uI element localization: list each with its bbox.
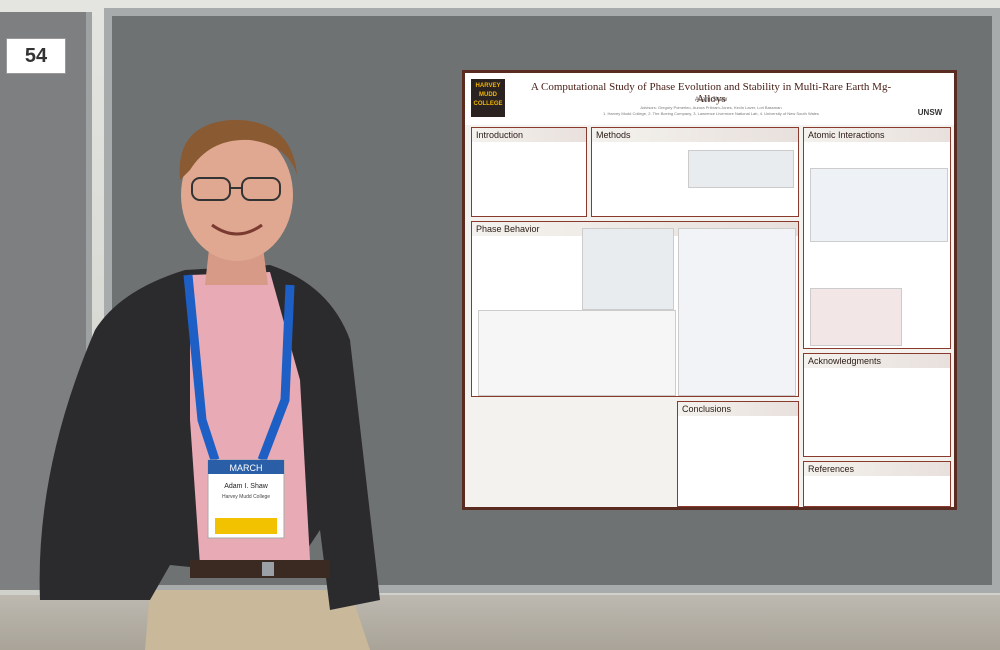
cluster-expansion-figure (688, 150, 794, 188)
stability-scatter-plot (582, 228, 674, 310)
lattice-figure (810, 168, 948, 242)
poster-advisors: Advisors: Gregory Pomerleo, Aurora Pribr… (640, 105, 782, 110)
section-atomic-interactions: Atomic Interactions (803, 127, 951, 349)
floor (0, 595, 1000, 650)
section-title: Introduction (472, 128, 586, 142)
section-title: Atomic Interactions (804, 128, 950, 142)
section-title: Conclusions (678, 402, 798, 416)
poster-title: A Computational Study of Phase Evolution… (530, 81, 892, 105)
interaction-heatmap (810, 288, 902, 346)
section-phase-behavior: Phase Behavior (471, 221, 799, 397)
phase-diagram-3d (678, 228, 796, 396)
energy-curves-grid (478, 310, 676, 396)
poster-affiliations: 1. Harvey Mudd College, 2. The Boeing Co… (603, 111, 819, 116)
unsw-logo: UNSW (917, 108, 943, 117)
booth-number-tag: 54 (6, 38, 66, 74)
section-methods: Methods (591, 127, 799, 217)
section-conclusions: Conclusions (677, 401, 799, 507)
poster-author: Adam Shaw (694, 97, 728, 103)
section-introduction: Introduction (471, 127, 587, 217)
poster-header: HARVEY MUDD COLLEGE A Computational Stud… (465, 73, 954, 125)
section-references: References (803, 461, 951, 507)
section-title: Acknowledgments (804, 354, 950, 368)
section-acknowledgments: Acknowledgments (803, 353, 951, 457)
section-title: Methods (592, 128, 798, 142)
left-display-board: 54 (0, 12, 92, 590)
research-poster: HARVEY MUDD COLLEGE A Computational Stud… (462, 70, 957, 510)
harvey-mudd-logo: HARVEY MUDD COLLEGE (471, 79, 505, 117)
section-title: References (804, 462, 950, 476)
